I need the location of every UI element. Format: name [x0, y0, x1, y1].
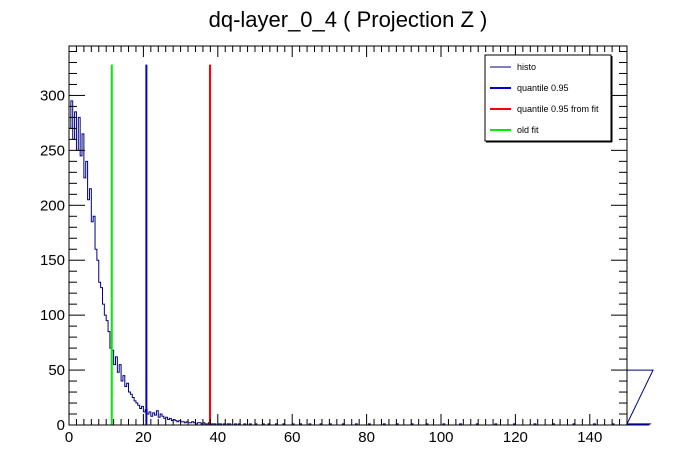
x-tick-label: 20: [135, 429, 152, 446]
x-tick-label: 60: [284, 429, 301, 446]
y-tick-label: 150: [40, 252, 65, 269]
axes: 0 20 40 60 80 100 120 140 0 50 100 150 200 250 300: [40, 45, 628, 446]
x-tick-label: 100: [428, 429, 453, 446]
y-tick-label: 200: [40, 197, 65, 214]
legend-label: histo: [517, 62, 536, 72]
y-tick-label: 50: [48, 362, 65, 379]
x-tick-label: 0: [65, 429, 73, 446]
histogram-series-histo: [68, 100, 654, 426]
chart-title: dq-layer_0_4 ( Projection Z ): [209, 7, 488, 32]
legend-label: quantile 0.95 from fit: [517, 104, 599, 114]
legend-box: [484, 54, 612, 142]
x-tick-label: 40: [209, 429, 226, 446]
x-tick-label: 140: [577, 429, 602, 446]
legend-label: quantile 0.95: [517, 83, 569, 93]
x-tick-label: 80: [358, 429, 375, 446]
y-tick-label: 0: [57, 417, 65, 434]
y-tick-label: 250: [40, 142, 65, 159]
legend: histo quantile 0.95 quantile 0.95 from fit…: [484, 54, 613, 143]
legend-label: old fit: [517, 125, 539, 135]
plot-frame: [68, 45, 628, 426]
y-tick-label: 100: [40, 307, 65, 324]
x-tick-label: 120: [503, 429, 528, 446]
y-tick-label: 300: [40, 87, 65, 104]
